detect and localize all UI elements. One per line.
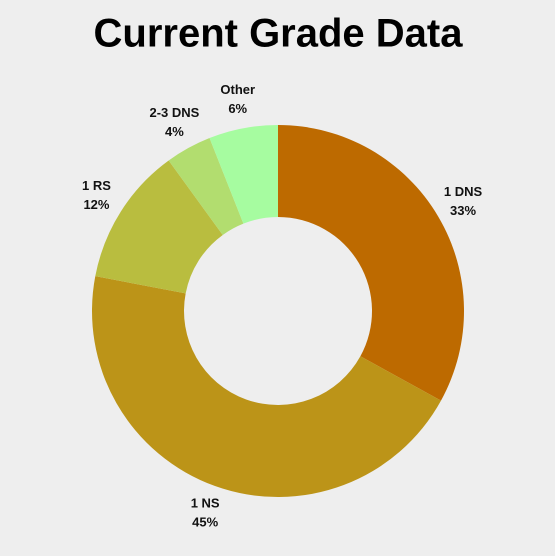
- slice-label: 1 RS: [82, 178, 111, 193]
- slice-value-label: 4%: [165, 124, 184, 139]
- slice-label: 2-3 DNS: [149, 105, 199, 120]
- chart-title: Current Grade Data: [94, 12, 464, 56]
- slice-value-label: 33%: [450, 203, 476, 218]
- slice-label: Other: [220, 82, 255, 97]
- donut-slice: [168, 138, 244, 235]
- slice-label: 1 NS: [191, 496, 220, 511]
- slice-label: 1 DNS: [444, 184, 483, 199]
- donut-slice: [278, 125, 464, 401]
- slice-value-label: 6%: [228, 101, 247, 116]
- slice-value-label: 12%: [83, 197, 109, 212]
- donut-slice: [209, 125, 278, 224]
- donut-slice: [95, 160, 223, 294]
- donut-slice: [91, 276, 441, 498]
- slice-value-label: 45%: [192, 515, 218, 530]
